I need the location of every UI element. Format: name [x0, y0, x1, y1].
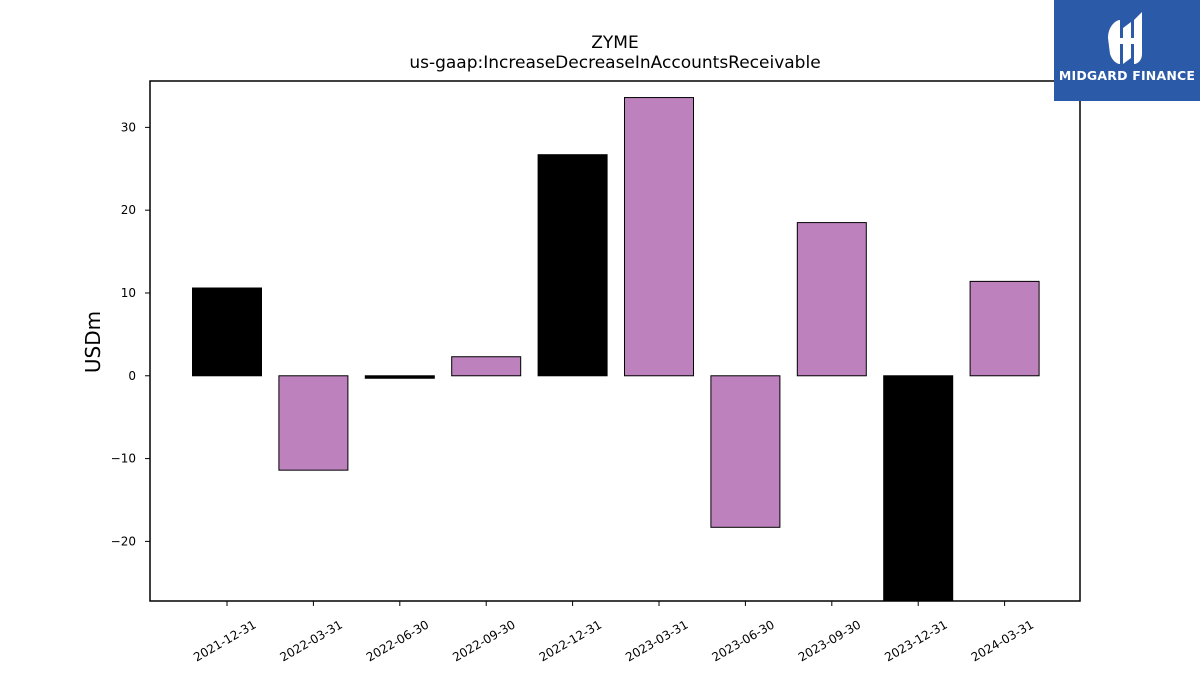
bar-2022-09-30 [451, 356, 522, 377]
x-tick-label: 2022-03-31 [277, 617, 344, 664]
bar-2022-12-31 [537, 154, 608, 377]
y-tick-label: −20 [111, 534, 136, 548]
y-tick-label: 10 [121, 286, 136, 300]
bar-2023-03-31 [624, 97, 694, 377]
bars-group [192, 97, 1040, 601]
bar-2023-09-30 [796, 222, 867, 377]
y-axis: −20 −10 0 10 20 30 [111, 120, 150, 548]
chart-subtitle: us-gaap:IncreaseDecreaseInAccountsReceiv… [409, 53, 820, 73]
x-axis: 2021-12-31 2022-03-31 2022-06-30 2022-09-30… [191, 601, 1036, 664]
bar-2021-12-31 [192, 287, 262, 377]
x-tick-label: 2021-12-31 [191, 617, 258, 664]
brand-name: MIDGARD FINANCE [1058, 68, 1196, 83]
brand-mark-icon [1108, 12, 1142, 64]
bar-2022-06-30 [364, 375, 435, 379]
x-tick-label: 2023-03-31 [623, 617, 690, 664]
y-tick-label: 0 [128, 369, 136, 383]
y-axis-label: USDm [81, 311, 105, 373]
x-tick-label: 2023-12-31 [882, 617, 949, 664]
bar-2024-03-31 [969, 280, 1040, 377]
x-tick-label: 2024-03-31 [969, 617, 1036, 664]
bar-2023-06-30 [710, 375, 781, 528]
brand-logo: MIDGARD FINANCE [1054, 0, 1200, 101]
x-tick-label: 2022-06-30 [364, 617, 431, 664]
chart-title: ZYME [591, 33, 638, 53]
x-tick-label: 2022-12-31 [537, 617, 604, 664]
y-tick-label: 20 [121, 203, 136, 217]
y-tick-label: −10 [111, 452, 136, 466]
x-tick-label: 2022-09-30 [450, 617, 517, 664]
x-tick-label: 2023-06-30 [709, 617, 776, 664]
bar-2023-12-31 [883, 375, 954, 601]
plot-frame [149, 80, 1081, 602]
bar-2022-03-31 [278, 375, 349, 471]
x-tick-label: 2023-09-30 [796, 617, 863, 664]
y-tick-label: 30 [121, 120, 136, 134]
